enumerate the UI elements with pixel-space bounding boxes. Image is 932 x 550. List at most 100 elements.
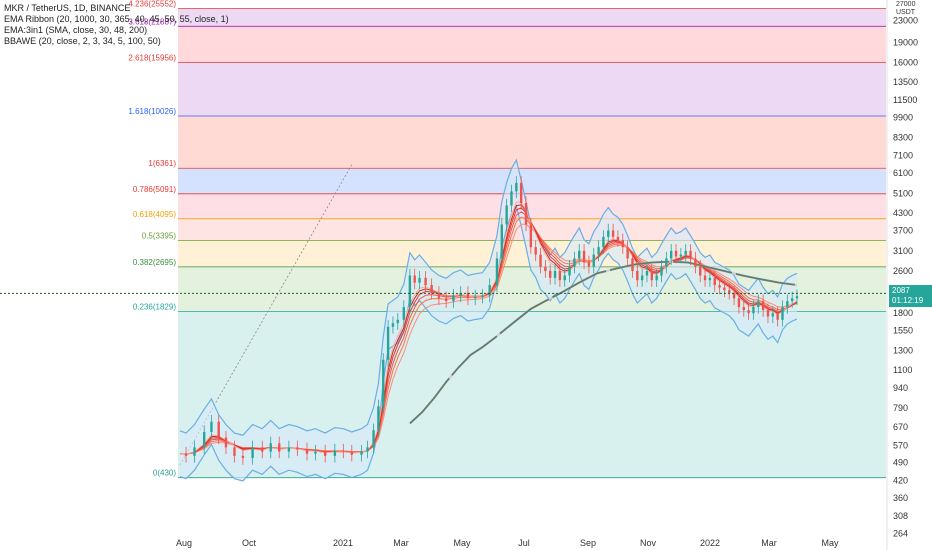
candle-body <box>694 258 697 267</box>
axis-top-value: 27000 <box>896 1 916 8</box>
candle-body <box>386 326 390 360</box>
bollinger-upper <box>179 158 798 436</box>
y-tick-label: 420 <box>893 475 908 485</box>
indicator-ema-ribbon[interactable]: EMA Ribbon (20, 1000, 30, 365, 40, 45, 5… <box>4 14 229 24</box>
indicator-legend: MKR / TetherUS, 1D, BINANCE EMA Ribbon (… <box>4 3 229 47</box>
y-tick-label: 1100 <box>893 365 912 375</box>
fib-label: 0(430) <box>153 469 176 478</box>
candle-body <box>430 285 433 293</box>
y-tick-label: 5100 <box>893 189 913 199</box>
y-tick-label: 1300 <box>893 346 913 356</box>
candle-body <box>261 447 264 452</box>
fib-label: 4.236(25552) <box>128 0 176 9</box>
candle-body <box>515 182 518 192</box>
x-tick-label: May <box>821 538 839 548</box>
candle-body <box>602 236 605 248</box>
candle-body <box>184 453 188 456</box>
candle-body <box>679 254 683 257</box>
candle-body <box>713 277 716 286</box>
candle-body <box>699 266 702 276</box>
y-tick-label: 2600 <box>893 266 913 276</box>
last-price-value: 2087 <box>892 286 910 295</box>
symbol-title[interactable]: MKR / TetherUS, 1D, BINANCE <box>4 3 131 13</box>
fib-label: 0.786(5091) <box>133 185 176 194</box>
candle-body <box>217 421 220 438</box>
y-tick-label: 8300 <box>893 133 913 143</box>
y-tick-label: 19000 <box>893 38 918 48</box>
candle-body <box>418 277 421 283</box>
candle-body <box>269 443 272 452</box>
candle-body <box>287 447 291 452</box>
fib-label: 0.236(1829) <box>133 302 176 311</box>
y-tick-label: 490 <box>893 458 908 468</box>
candle-body <box>372 430 375 448</box>
time-axis: Aug Oct 2021 Mar May Jul Sep Nov 2022 Mar May <box>176 538 839 548</box>
candle-body <box>382 359 385 407</box>
y-tick-label: 264 <box>893 529 908 539</box>
candle-body <box>193 447 196 456</box>
candles <box>184 176 799 465</box>
ema-ribbon <box>179 201 798 456</box>
candle-body <box>241 455 245 459</box>
candle-body <box>495 258 499 286</box>
candle-body <box>781 307 784 320</box>
currency-unit: USDT <box>896 9 916 16</box>
x-tick-label: 2021 <box>333 538 353 548</box>
candle-body <box>747 310 750 314</box>
y-tick-label: 360 <box>893 493 908 503</box>
candle-body <box>296 447 299 450</box>
candle-body <box>459 292 462 296</box>
candle-body <box>233 447 236 456</box>
candle-body <box>650 271 654 281</box>
candle-body <box>413 275 416 283</box>
candle-body <box>553 271 557 278</box>
sma200-line-dark <box>409 260 798 425</box>
candle-body <box>366 447 369 452</box>
candle-body <box>377 406 380 431</box>
candle-body <box>323 451 327 456</box>
candle-body <box>645 271 649 276</box>
candle-body <box>718 285 721 288</box>
candle-body <box>592 254 595 267</box>
y-tick-label: 16000 <box>893 57 918 67</box>
fib-band <box>178 8 886 27</box>
candle-body <box>224 437 228 448</box>
y-tick-label: 7100 <box>893 151 913 161</box>
candle-body <box>314 451 317 454</box>
candle-body <box>544 266 547 272</box>
last-price-tag: 2087 01:12:19 <box>889 285 932 307</box>
currency-label: 27000 USDT <box>896 1 915 17</box>
candle-body <box>790 298 794 302</box>
candle-body <box>761 301 765 311</box>
y-tick-label: 6100 <box>893 168 913 178</box>
candle-body <box>786 301 789 308</box>
candle-body <box>578 250 581 259</box>
y-tick-label: 1800 <box>893 308 913 318</box>
y-tick-label: 940 <box>893 383 908 393</box>
fib-label: 0.618(4095) <box>133 210 176 219</box>
y-tick-label: 790 <box>893 403 908 413</box>
candle-body <box>742 307 745 311</box>
indicator-bbawe[interactable]: BBAWE (20, close, 2, 3, 34, 5, 100, 50) <box>4 36 161 46</box>
candle-body <box>510 191 513 206</box>
y-tick-label: 23000 <box>893 16 918 26</box>
candle-body <box>631 258 634 272</box>
indicator-ema-3in1[interactable]: EMA:3in1 (SMA, close, 30, 48, 200) <box>4 25 148 35</box>
candle-body <box>402 307 406 320</box>
candle-body <box>766 310 770 317</box>
candle-body <box>771 313 775 317</box>
candle-body <box>669 250 673 259</box>
candle-body <box>549 271 552 278</box>
candle-body <box>732 292 736 299</box>
candle-body <box>563 275 566 281</box>
candle-body <box>776 313 779 320</box>
fib-label: 0.382(2695) <box>133 258 176 267</box>
candle-body <box>396 319 399 324</box>
candle-body <box>582 250 586 263</box>
x-tick-label: 2022 <box>700 538 720 548</box>
candle-body <box>607 230 610 237</box>
y-tick-label: 11500 <box>893 95 917 105</box>
candle-body <box>424 277 427 286</box>
candle-body <box>539 254 542 267</box>
